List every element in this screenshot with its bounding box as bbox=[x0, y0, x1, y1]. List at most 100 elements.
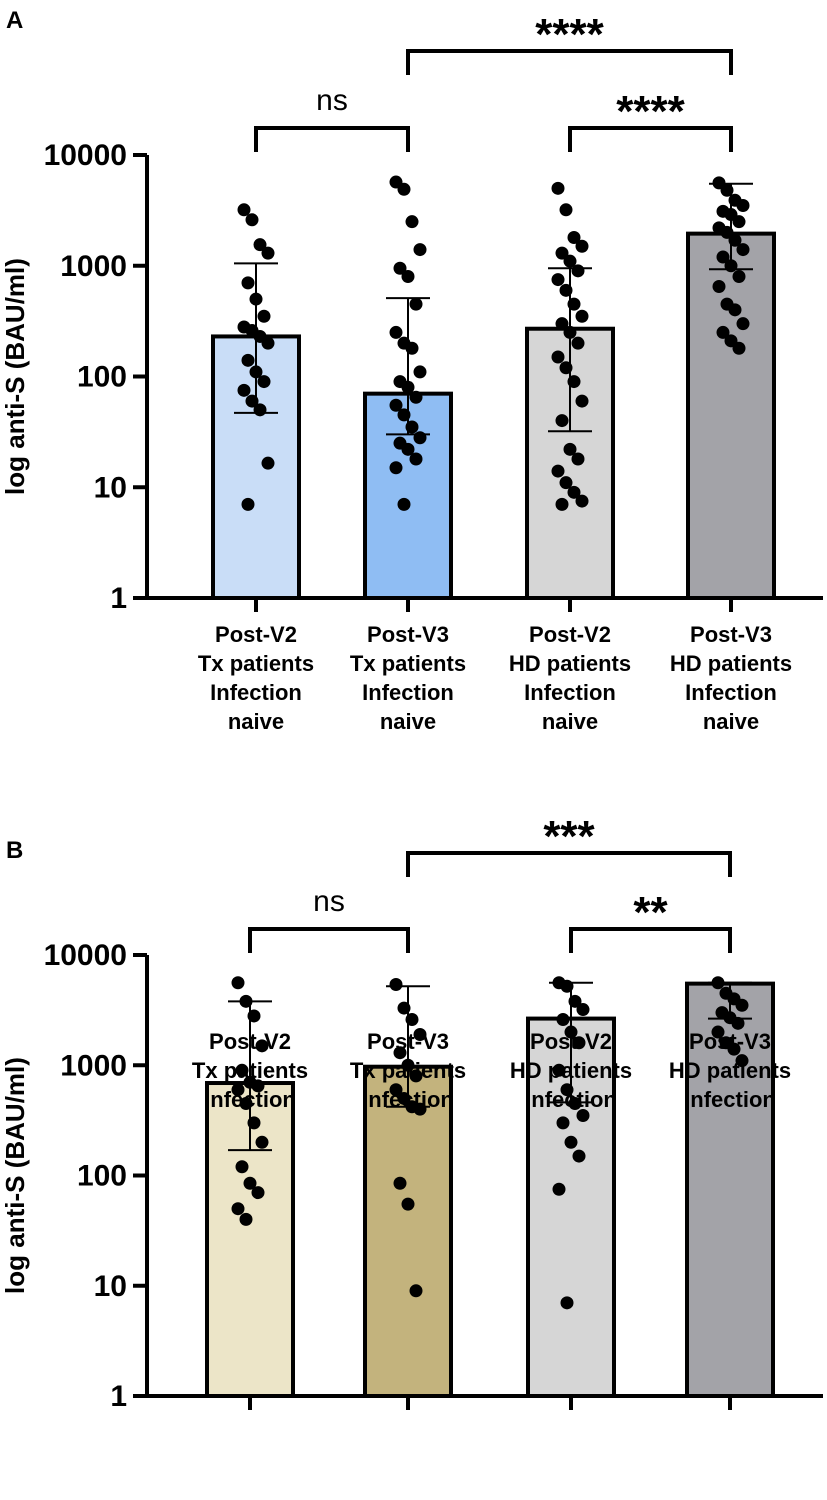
significance-bracket bbox=[406, 49, 733, 75]
data-point bbox=[405, 420, 419, 434]
data-point bbox=[732, 215, 746, 229]
data-point bbox=[560, 979, 574, 993]
data-point bbox=[253, 238, 267, 252]
significance-label: *** bbox=[543, 812, 595, 861]
data-point bbox=[389, 1083, 403, 1097]
data-point bbox=[736, 198, 750, 212]
data-point bbox=[551, 464, 565, 478]
y-tick-label: 1 bbox=[110, 582, 127, 615]
data-point bbox=[575, 239, 589, 253]
data-point bbox=[247, 1116, 261, 1130]
data-point bbox=[564, 1135, 578, 1149]
significance-bracket bbox=[248, 927, 410, 953]
data-point bbox=[251, 1079, 265, 1093]
data-point bbox=[555, 497, 569, 511]
y-axis-title: log anti-S (BAU/ml) bbox=[0, 258, 30, 495]
x-category-label: Infection bbox=[210, 680, 302, 705]
significance-label: **** bbox=[535, 10, 604, 59]
data-point bbox=[560, 1296, 574, 1310]
data-point bbox=[413, 365, 427, 379]
data-point bbox=[235, 1160, 249, 1174]
data-point bbox=[251, 1186, 265, 1200]
data-point bbox=[559, 361, 573, 375]
data-point bbox=[551, 350, 565, 364]
x-category-label: Tx patients bbox=[198, 651, 314, 676]
data-point bbox=[575, 494, 589, 508]
data-point bbox=[397, 182, 411, 196]
data-point bbox=[231, 1083, 245, 1097]
x-category-label: HD patients bbox=[670, 651, 792, 676]
data-point bbox=[409, 297, 423, 311]
data-point bbox=[552, 1063, 566, 1077]
data-point bbox=[389, 978, 403, 992]
data-point bbox=[389, 325, 403, 339]
data-point bbox=[556, 1116, 570, 1130]
y-tick-label: 10000 bbox=[44, 139, 127, 172]
x-category-label: Infection bbox=[524, 680, 616, 705]
data-point bbox=[405, 215, 419, 229]
data-point bbox=[413, 1102, 427, 1116]
data-point bbox=[253, 403, 267, 417]
x-category-label: naive bbox=[228, 709, 284, 734]
data-point bbox=[241, 276, 255, 290]
data-point bbox=[716, 325, 730, 339]
data-point bbox=[413, 1028, 427, 1042]
data-point bbox=[735, 998, 749, 1012]
data-point bbox=[245, 394, 259, 408]
data-point bbox=[393, 261, 407, 275]
data-point bbox=[239, 994, 253, 1008]
x-category-label: HD patients bbox=[510, 1058, 632, 1083]
data-point bbox=[559, 203, 573, 217]
x-category-label: Post-V2 bbox=[529, 622, 611, 647]
data-point bbox=[261, 246, 275, 260]
data-point bbox=[560, 1083, 574, 1097]
data-point bbox=[571, 336, 585, 350]
significance-bracket bbox=[254, 126, 410, 152]
x-category-label: Post-V2 bbox=[530, 1029, 612, 1054]
data-point bbox=[239, 1212, 253, 1226]
data-point bbox=[555, 246, 569, 260]
data-point bbox=[243, 1176, 257, 1190]
data-point bbox=[409, 1284, 423, 1298]
data-point bbox=[716, 250, 730, 264]
y-tick-label: 1000 bbox=[60, 1049, 127, 1082]
x-category-label: Infection bbox=[525, 1087, 617, 1112]
x-category-label: Post-V2 bbox=[209, 1029, 291, 1054]
y-tick-label: 100 bbox=[77, 361, 127, 394]
data-point bbox=[261, 456, 275, 470]
data-point bbox=[568, 1096, 582, 1110]
x-category-label: naive bbox=[542, 709, 598, 734]
panel-letter: A bbox=[6, 7, 23, 34]
y-tick-label: 10000 bbox=[44, 939, 127, 972]
data-point bbox=[241, 353, 255, 367]
x-category-label: Infection bbox=[204, 1087, 296, 1112]
data-point bbox=[567, 297, 581, 311]
data-point bbox=[255, 1135, 269, 1149]
data-point bbox=[571, 264, 585, 278]
data-point bbox=[401, 1197, 415, 1211]
x-category-label: naive bbox=[380, 709, 436, 734]
data-point bbox=[413, 431, 427, 445]
data-point bbox=[575, 309, 589, 323]
significance-label: ns bbox=[316, 84, 348, 117]
data-point bbox=[567, 485, 581, 499]
data-point bbox=[571, 452, 585, 466]
data-point bbox=[551, 273, 565, 287]
significance-bracket bbox=[568, 126, 733, 152]
x-category-label: Post-V2 bbox=[215, 622, 297, 647]
x-category-label: Post-V3 bbox=[367, 1029, 449, 1054]
y-tick-label: 10 bbox=[94, 1270, 127, 1303]
data-point bbox=[568, 994, 582, 1008]
data-point bbox=[405, 1012, 419, 1026]
data-point bbox=[563, 325, 577, 339]
y-tick-label: 10 bbox=[94, 471, 127, 504]
data-point bbox=[563, 254, 577, 268]
data-point bbox=[239, 1096, 253, 1110]
data-point bbox=[575, 394, 589, 408]
data-point bbox=[235, 1063, 249, 1077]
significance-bracket bbox=[569, 927, 732, 953]
y-tick-label: 100 bbox=[77, 1160, 127, 1193]
data-point bbox=[567, 375, 581, 389]
x-category-label: Post-V3 bbox=[367, 622, 449, 647]
significance-label: ** bbox=[633, 888, 668, 937]
